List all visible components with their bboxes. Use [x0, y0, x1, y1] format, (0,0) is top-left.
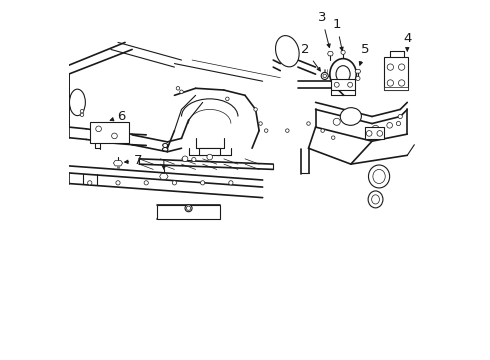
- Circle shape: [377, 131, 383, 136]
- Circle shape: [185, 205, 192, 212]
- Circle shape: [372, 125, 379, 132]
- Polygon shape: [327, 51, 333, 56]
- Circle shape: [96, 126, 101, 132]
- Circle shape: [387, 122, 392, 128]
- Circle shape: [348, 82, 353, 87]
- Text: 7: 7: [124, 154, 143, 167]
- Circle shape: [254, 108, 257, 111]
- Text: 6: 6: [110, 110, 125, 123]
- Circle shape: [387, 80, 393, 86]
- Text: 3: 3: [318, 11, 330, 48]
- Circle shape: [334, 82, 339, 87]
- Ellipse shape: [330, 59, 356, 90]
- Circle shape: [398, 64, 405, 70]
- Circle shape: [186, 206, 191, 210]
- Bar: [199, 148, 221, 155]
- Ellipse shape: [336, 66, 350, 83]
- Circle shape: [341, 50, 345, 54]
- Circle shape: [225, 97, 229, 100]
- Circle shape: [172, 181, 176, 185]
- Circle shape: [398, 80, 405, 86]
- Bar: [90, 122, 128, 143]
- Ellipse shape: [368, 165, 390, 188]
- Circle shape: [88, 181, 92, 185]
- Circle shape: [229, 181, 233, 185]
- Circle shape: [396, 121, 401, 126]
- Bar: [384, 87, 408, 90]
- Circle shape: [356, 76, 360, 81]
- Circle shape: [207, 154, 213, 160]
- Circle shape: [321, 72, 328, 80]
- Text: 4: 4: [403, 32, 412, 51]
- Bar: [331, 80, 355, 90]
- Text: 2: 2: [301, 43, 320, 71]
- Circle shape: [307, 122, 310, 125]
- Circle shape: [398, 114, 402, 118]
- Polygon shape: [160, 174, 168, 179]
- Text: 8: 8: [160, 142, 168, 169]
- Ellipse shape: [340, 108, 362, 125]
- Circle shape: [176, 86, 180, 90]
- Circle shape: [116, 181, 120, 185]
- Circle shape: [265, 129, 268, 132]
- Circle shape: [367, 131, 372, 136]
- Ellipse shape: [275, 36, 299, 67]
- Circle shape: [259, 122, 262, 125]
- Circle shape: [180, 90, 183, 94]
- Circle shape: [323, 74, 326, 78]
- Circle shape: [331, 136, 335, 139]
- Circle shape: [321, 129, 324, 132]
- Polygon shape: [113, 161, 122, 166]
- Ellipse shape: [373, 170, 385, 184]
- Bar: [157, 205, 220, 219]
- Circle shape: [286, 129, 289, 132]
- Ellipse shape: [368, 191, 383, 208]
- Circle shape: [333, 118, 340, 125]
- Circle shape: [387, 64, 393, 70]
- Text: 1: 1: [333, 18, 343, 51]
- Circle shape: [192, 157, 196, 162]
- Circle shape: [80, 109, 84, 113]
- Circle shape: [80, 113, 84, 117]
- Circle shape: [112, 133, 117, 139]
- Ellipse shape: [70, 89, 85, 116]
- Circle shape: [144, 181, 148, 185]
- Circle shape: [182, 156, 188, 162]
- Bar: [365, 127, 384, 139]
- Circle shape: [161, 174, 167, 179]
- Text: 5: 5: [359, 43, 369, 65]
- Circle shape: [200, 181, 205, 185]
- Ellipse shape: [371, 195, 379, 204]
- Bar: [384, 57, 408, 90]
- Polygon shape: [355, 69, 361, 73]
